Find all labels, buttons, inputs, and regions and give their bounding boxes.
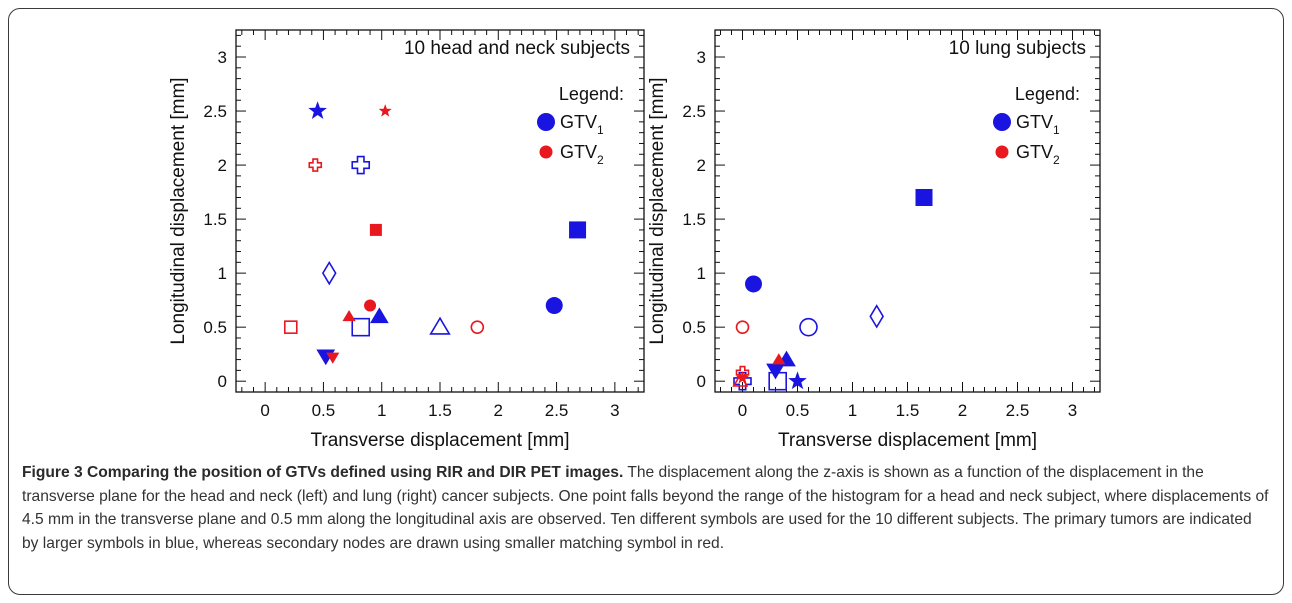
point-gtv2-cross bbox=[308, 158, 323, 172]
y-tick-label: 3 bbox=[697, 48, 706, 67]
point-gtv1-diamond bbox=[321, 260, 337, 286]
x-tick-label: 2 bbox=[494, 401, 503, 420]
figure-caption: Figure 3 Comparing the position of GTVs … bbox=[22, 461, 1272, 555]
point-gtv2-triangle bbox=[342, 310, 356, 322]
x-tick-label: 2 bbox=[958, 401, 967, 420]
y-tick-label: 1 bbox=[218, 264, 227, 283]
y-tick-label: 1.5 bbox=[682, 210, 706, 229]
legend-marker-gtv2 bbox=[539, 145, 553, 159]
x-axis-title: Transverse displacement [mm] bbox=[310, 430, 569, 451]
x-tick-label: 1 bbox=[848, 401, 857, 420]
y-tick-label: 2 bbox=[218, 156, 227, 175]
y-axis-title: Longitudinal displacement [mm] bbox=[647, 77, 668, 344]
y-tick-label: 2.5 bbox=[203, 102, 227, 121]
legend-heading: Legend: bbox=[1015, 84, 1080, 104]
x-tick-label: 0.5 bbox=[786, 401, 810, 420]
caption-body: The displacement along the z-axis is sho… bbox=[22, 464, 1269, 552]
caption-title: Figure 3 Comparing the position of GTVs … bbox=[22, 464, 624, 481]
point-gtv1-square bbox=[569, 221, 587, 239]
x-tick-label: 0 bbox=[738, 401, 747, 420]
y-tick-label: 3 bbox=[218, 48, 227, 67]
y-tick-label: 1 bbox=[697, 264, 706, 283]
y-tick-label: 0.5 bbox=[682, 318, 706, 337]
x-tick-label: 2.5 bbox=[545, 401, 569, 420]
x-tick-label: 2.5 bbox=[1006, 401, 1030, 420]
chart-title: 10 lung subjects bbox=[949, 38, 1086, 59]
point-gtv1-triangle bbox=[370, 307, 389, 324]
point-gtv1-square bbox=[915, 188, 933, 206]
legend-marker-gtv1 bbox=[993, 113, 1011, 131]
point-gtv2-star bbox=[378, 104, 392, 117]
legend-label-gtv2: GTV2 bbox=[560, 142, 604, 167]
point-gtv1-cross bbox=[351, 155, 371, 175]
x-tick-label: 3 bbox=[1068, 401, 1077, 420]
y-axis-title: Longitudinal displacement [mm] bbox=[168, 77, 189, 344]
x-tick-label: 1.5 bbox=[896, 401, 920, 420]
x-tick-label: 3 bbox=[610, 401, 619, 420]
point-gtv1-tri-down bbox=[766, 363, 785, 380]
point-gtv1-star bbox=[788, 371, 807, 390]
x-tick-label: 1 bbox=[377, 401, 386, 420]
point-gtv1-square bbox=[768, 371, 788, 391]
x-tick-label: 0.5 bbox=[312, 401, 336, 420]
chart-head-and-neck: 0 0.5 1 1.5 2 2.5 3 0 0.5 1 1.5 2 2.5 3 Transverse dis… bbox=[168, 29, 645, 451]
y-tick-label: 1.5 bbox=[203, 210, 227, 229]
x-axis-title: Transverse displacement [mm] bbox=[778, 430, 1037, 451]
y-tick-label: 0 bbox=[697, 372, 706, 391]
legend-label-gtv2: GTV2 bbox=[1016, 142, 1060, 167]
y-tick-label: 2.5 bbox=[682, 102, 706, 121]
chart-title: 10 head and neck subjects bbox=[404, 38, 630, 59]
chart-lung: 0 0.5 1 1.5 2 2.5 3 0 0.5 1 1.5 2 2.5 3 Transverse dis… bbox=[647, 29, 1101, 451]
figure-svg: 0 0.5 1 1.5 2 2.5 3 0 0.5 1 1.5 2 2.5 3 Transverse dis… bbox=[168, 29, 1101, 451]
y-tick-label: 2 bbox=[697, 156, 706, 175]
legend-marker-gtv1 bbox=[537, 113, 555, 131]
point-gtv2-circle bbox=[470, 320, 485, 334]
point-gtv1-circle bbox=[745, 275, 762, 293]
point-gtv1-circle bbox=[799, 317, 818, 337]
legend-marker-gtv2 bbox=[995, 145, 1009, 159]
point-gtv2-triangle bbox=[772, 353, 786, 365]
y-tick-label: 0.5 bbox=[203, 318, 227, 337]
point-gtv2-circle bbox=[735, 320, 750, 334]
point-gtv2-square bbox=[369, 223, 382, 236]
x-tick-label: 0 bbox=[260, 401, 269, 420]
point-gtv2-tri-down bbox=[326, 352, 340, 364]
point-gtv1-diamond bbox=[869, 304, 885, 329]
legend-label-gtv1: GTV1 bbox=[1016, 112, 1060, 137]
point-gtv2-square bbox=[283, 320, 298, 334]
point-gtv1-star bbox=[308, 101, 327, 119]
point-gtv1-circle bbox=[545, 297, 563, 315]
point-gtv1-square bbox=[351, 317, 371, 337]
x-tick-label: 1.5 bbox=[428, 401, 452, 420]
point-gtv1-triangle bbox=[429, 316, 451, 335]
legend-label-gtv1: GTV1 bbox=[560, 112, 604, 137]
point-gtv2-circle bbox=[364, 299, 377, 312]
point-gtv2-triangle bbox=[732, 373, 749, 387]
legend-heading: Legend: bbox=[559, 84, 624, 104]
figure-frame bbox=[8, 8, 1284, 595]
y-tick-label: 0 bbox=[218, 372, 227, 391]
